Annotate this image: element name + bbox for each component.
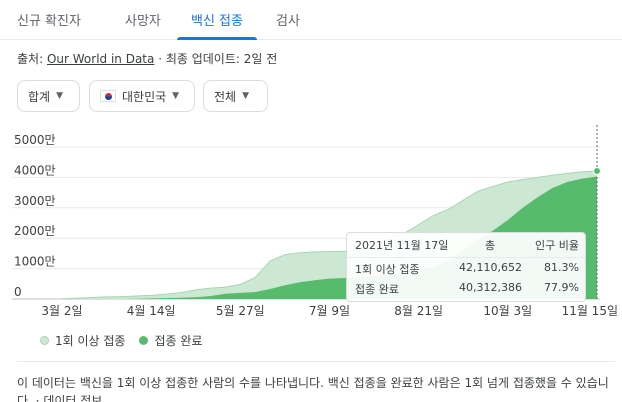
tooltip-divider bbox=[347, 257, 585, 258]
legend-item-fully[interactable]: 접종 완료 bbox=[139, 332, 202, 349]
x-tick-label: 4월 14일 bbox=[127, 304, 176, 318]
y-tick-label: 3000만 bbox=[14, 194, 56, 208]
tooltip-row-label: 접종 완료 bbox=[355, 283, 399, 296]
line-at-least-one-dose bbox=[61, 170, 598, 300]
metric-dropdown-label: 합계 bbox=[28, 89, 51, 104]
y-tick-label: 2000만 bbox=[14, 224, 56, 238]
data-note: 이 데이터는 백신을 1회 이상 접종한 사람의 수를 나타냅니다. 백신 접종… bbox=[17, 374, 617, 402]
chevron-down-icon: ▼ bbox=[242, 91, 250, 101]
y-tick-label: 1000만 bbox=[14, 255, 56, 269]
tooltip-date: 2021년 11월 17일 bbox=[355, 239, 449, 252]
legend-label: 1회 이상 접종 bbox=[55, 334, 126, 348]
footer-divider bbox=[17, 361, 615, 362]
tooltip-row-ratio: 77.9% bbox=[544, 281, 579, 294]
x-tick-label: 11월 15일 bbox=[562, 304, 618, 318]
y-tick-label: 5000만 bbox=[14, 133, 56, 147]
y-tick-label: 4000만 bbox=[14, 163, 56, 177]
y-axis-labels: 0 1000만 2000만 3000만 4000만 5000만 bbox=[14, 133, 56, 299]
legend-item-at-least-one[interactable]: 1회 이상 접종 bbox=[40, 332, 125, 349]
hover-point bbox=[593, 167, 601, 176]
tooltip-row: 1회 이상 접종 42,110,652 81.3% bbox=[355, 261, 579, 279]
tab-deaths[interactable]: 사망자 bbox=[125, 14, 161, 29]
legend-swatch bbox=[139, 336, 149, 345]
metric-dropdown[interactable]: 합계 ▼ bbox=[17, 80, 80, 112]
tooltip-col-ratio: 인구 비율 bbox=[535, 239, 579, 252]
region-dropdown[interactable]: 대한민국 ▼ bbox=[89, 80, 195, 112]
x-tick-label: 8월 21일 bbox=[394, 304, 443, 318]
data-note-text: 이 데이터는 백신을 1회 이상 접종한 사람의 수를 나타냅니다. 백신 접종… bbox=[17, 376, 609, 402]
scope-dropdown-label: 전체 bbox=[214, 89, 237, 104]
tooltip-col-total: 총 bbox=[485, 239, 496, 252]
source-line: 출처: Our World in Data · 최종 업데이트: 2일 전 bbox=[17, 50, 277, 67]
region-dropdown-label: 대한민국 bbox=[122, 89, 167, 104]
tooltip-row-label: 1회 이상 접종 bbox=[355, 263, 420, 276]
y-tick-label: 0 bbox=[14, 285, 22, 299]
chart-legend: 1회 이상 접종 접종 완료 bbox=[40, 332, 202, 349]
x-axis-labels: 3월 2일 4월 14일 5월 27일 7월 9일 8월 21일 10월 3일 11월 15… bbox=[41, 304, 618, 318]
tooltip-row-ratio: 81.3% bbox=[544, 261, 579, 274]
korea-flag-icon bbox=[100, 90, 116, 102]
active-tab-indicator bbox=[177, 37, 257, 40]
tab-vaccinations[interactable]: 백신 접종 bbox=[191, 14, 243, 29]
chart-tooltip: 2021년 11월 17일 총 인구 비율 1회 이상 접종 42,110,65… bbox=[346, 232, 586, 302]
x-tick-label: 7월 9일 bbox=[309, 304, 350, 318]
scope-dropdown[interactable]: 전체 ▼ bbox=[203, 80, 268, 112]
tooltip-row-total: 40,312,386 bbox=[459, 281, 522, 294]
tab-bar: 신규 확진자 사망자 백신 접종 검사 bbox=[0, 0, 622, 40]
tab-new-cases[interactable]: 신규 확진자 bbox=[17, 14, 81, 29]
last-updated: · 최종 업데이트: 2일 전 bbox=[154, 52, 278, 66]
source-link[interactable]: Our World in Data bbox=[46, 52, 155, 66]
legend-swatch bbox=[40, 336, 49, 345]
source-prefix: 출처: bbox=[17, 52, 47, 66]
legend-label: 접종 완료 bbox=[154, 334, 203, 348]
about-data-link[interactable]: 데이터 정보 bbox=[43, 394, 103, 402]
tab-tests[interactable]: 검사 bbox=[276, 14, 300, 29]
tooltip-row: 접종 완료 40,312,386 77.9% bbox=[355, 281, 579, 299]
chevron-down-icon: ▼ bbox=[56, 91, 64, 101]
x-tick-label: 10월 3일 bbox=[483, 304, 532, 318]
x-tick-label: 5월 27일 bbox=[216, 304, 265, 318]
tooltip-row-total: 42,110,652 bbox=[459, 261, 522, 274]
x-tick-label: 3월 2일 bbox=[41, 304, 82, 318]
chevron-down-icon: ▼ bbox=[172, 91, 180, 101]
tooltip-header: 2021년 11월 17일 총 인구 비율 bbox=[355, 237, 579, 255]
